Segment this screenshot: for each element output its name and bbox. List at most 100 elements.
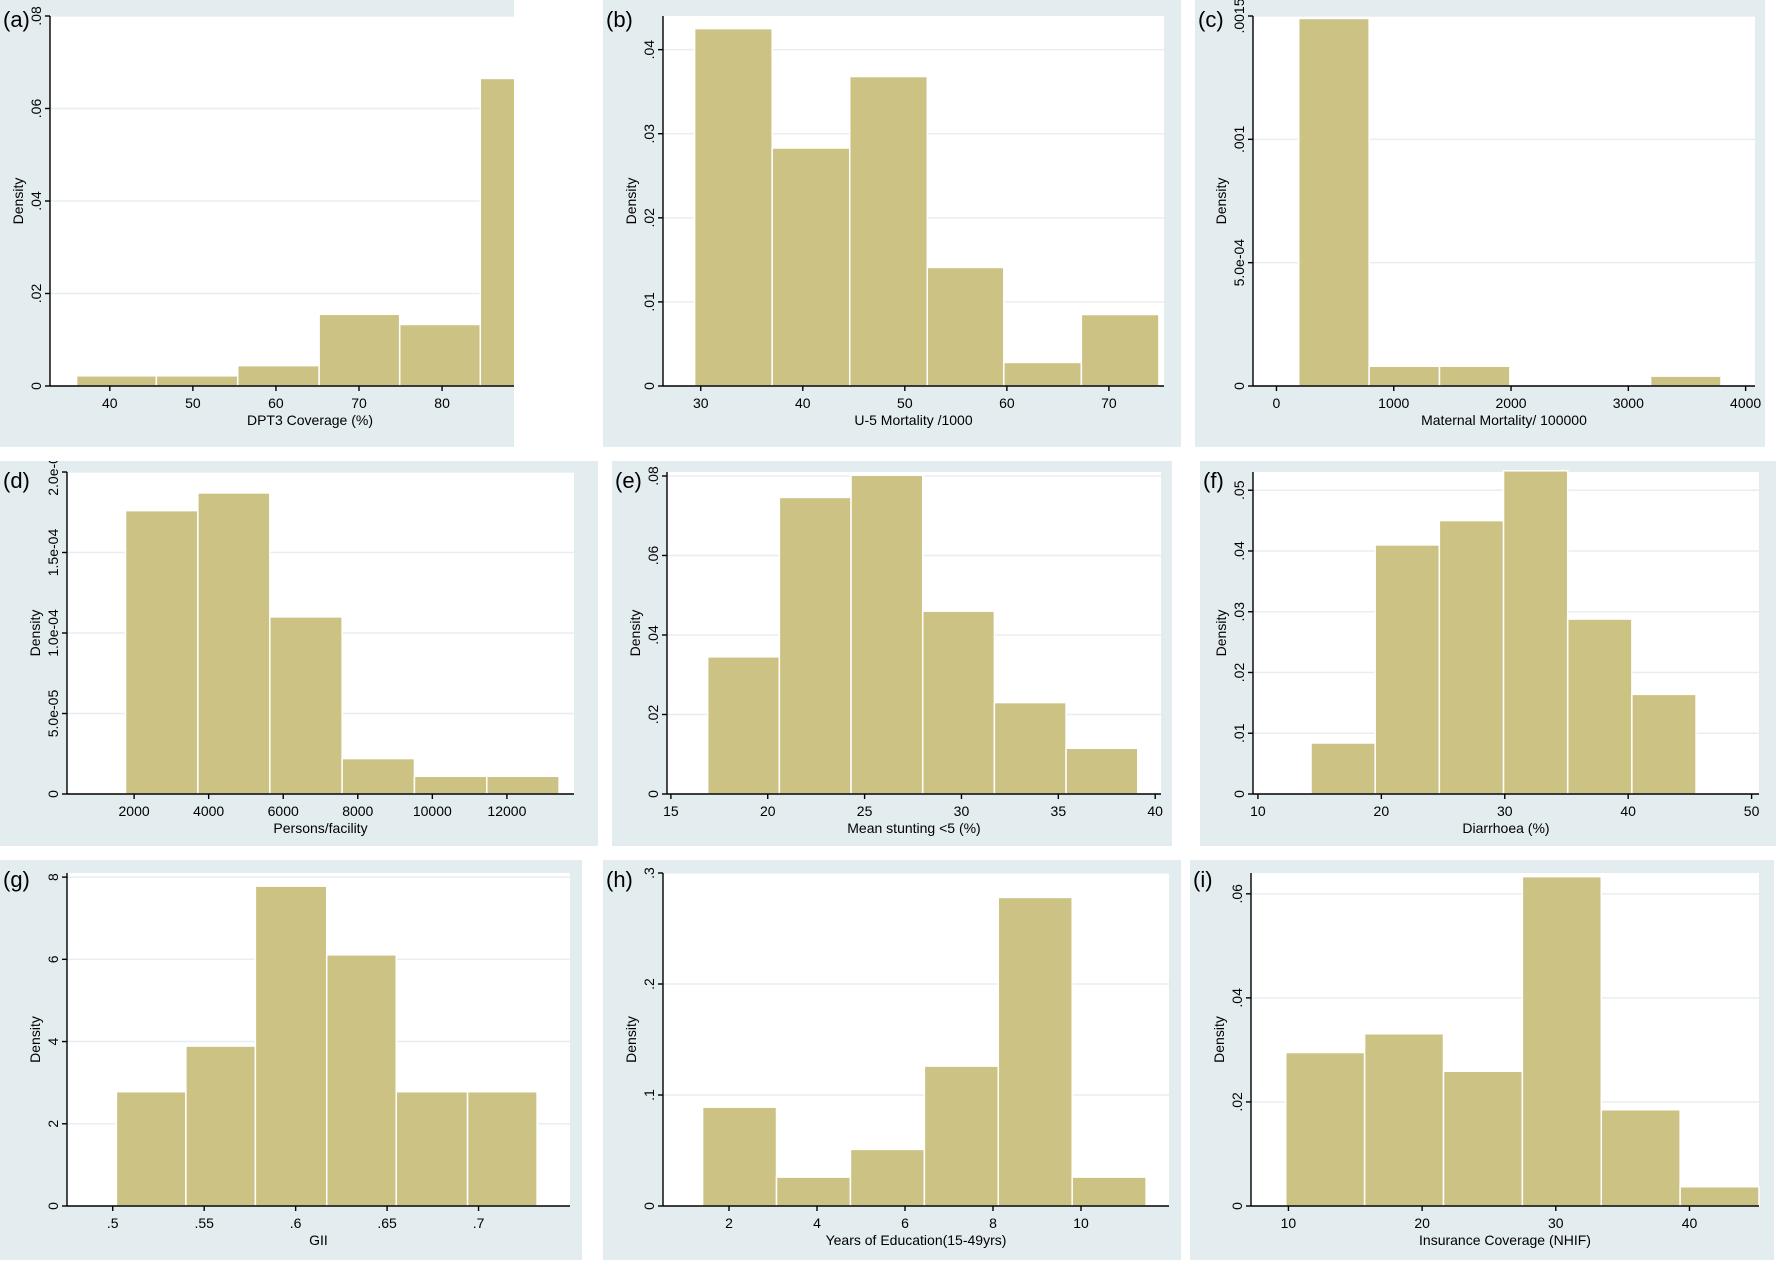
y-tick-label: .03	[641, 124, 657, 144]
histogram-bar	[1297, 17, 1370, 387]
y-tick-label: .06	[645, 546, 661, 566]
x-tick-label: 6000	[268, 803, 299, 819]
histogram-bar	[1285, 1051, 1366, 1207]
histogram-panel: 0 .01 .02 .03 .04 30 40 50 60 70 U-5 Mortality /10…	[603, 0, 1181, 447]
histogram-bar	[1080, 313, 1160, 387]
histogram-bar	[771, 147, 851, 387]
histogram-bar	[1438, 365, 1511, 387]
y-tick-label: .04	[1229, 988, 1245, 1008]
histogram-svg: 0 .01 .02 .03 .04 .05 10 20 30 40 50 Diarrhoea (%) D…	[1203, 468, 1760, 836]
panel-label: (c)	[1198, 7, 1224, 32]
histogram-bar	[921, 610, 996, 795]
x-tick-label: 40	[1620, 803, 1636, 819]
histogram-bar	[1679, 1185, 1760, 1207]
x-tick-label: 10	[1250, 803, 1266, 819]
y-axis-title: Density	[1213, 610, 1229, 657]
x-axis-title: Maternal Mortality/ 100000	[1421, 412, 1587, 428]
histogram-bar	[926, 266, 1005, 387]
histogram-bar	[75, 375, 158, 387]
histogram-bar	[993, 701, 1067, 795]
x-tick-label: .55	[194, 1215, 214, 1231]
x-tick-label: 20	[1414, 1215, 1430, 1231]
histogram-bar	[318, 313, 401, 387]
y-tick-label: 1.5e-04	[45, 529, 61, 577]
histogram-bar	[395, 1090, 469, 1207]
y-tick-label: .08	[645, 466, 661, 486]
histogram-bar	[1065, 747, 1139, 795]
y-tick-label: .05	[1231, 480, 1247, 500]
x-axis-title: Persons/facility	[273, 820, 367, 836]
y-tick-label: .02	[645, 705, 661, 725]
x-tick-label: 40	[1147, 803, 1163, 819]
y-tick-label: .2	[641, 978, 657, 990]
x-tick-label: 15	[663, 803, 679, 819]
x-tick-label: 35	[1051, 803, 1067, 819]
histogram-bar	[778, 496, 852, 795]
y-tick-label: .04	[645, 625, 661, 645]
panel-label: (d)	[3, 468, 30, 493]
histogram-bar	[197, 492, 271, 795]
x-tick-label: .5	[107, 1215, 119, 1231]
histogram-bar	[1442, 1070, 1524, 1207]
y-tick-label: 2.0e-04	[45, 461, 61, 496]
histogram-panel: 0 .02 .04 .06 .08 15 20 25 30 35 40 Mean stunting <…	[612, 461, 1172, 846]
histogram-bar	[997, 896, 1073, 1207]
histogram-bar	[923, 1065, 1000, 1207]
histogram-bar	[486, 775, 560, 795]
y-tick-label: .06	[28, 99, 44, 119]
histogram-bar	[254, 885, 328, 1207]
histogram-svg: 0.02.04.06.08405060708090DPT3 Coverage (…	[3, 6, 514, 428]
histogram-svg: 0 .1 .2 .3 2 4 6 8 10 Years of Education(15-49yrs…	[606, 867, 1169, 1248]
x-tick-label: .65	[377, 1215, 397, 1231]
x-tick-label: 20	[760, 803, 776, 819]
x-tick-label: 40	[102, 395, 118, 411]
histogram-svg: 0 2 4 6 8 .5 .55 .6 .65 .7 GII Density (g)	[3, 867, 570, 1248]
y-axis-title: Density	[627, 610, 643, 657]
x-tick-label: 2	[725, 1215, 733, 1231]
histogram-bar	[115, 1090, 187, 1207]
x-axis-title: U-5 Mortality /1000	[854, 412, 972, 428]
histogram-bar	[341, 757, 416, 795]
x-tick-label: 30	[1548, 1215, 1564, 1231]
histogram-panel: 0 .02 .04 .06 10 20 30 40 Insurance Coverage (NH…	[1190, 860, 1774, 1260]
histogram-svg: 0 .02 .04 .06 10 20 30 40 Insurance Coverage (NH…	[1193, 867, 1760, 1248]
y-tick-label: 0	[1229, 1202, 1245, 1210]
y-axis-title: Density	[27, 1016, 43, 1063]
y-tick-label: .01	[641, 292, 657, 312]
y-tick-label: .03	[1231, 602, 1247, 622]
histogram-bar	[1566, 618, 1633, 795]
y-tick-label: 0	[641, 382, 657, 390]
panel-label: (e)	[615, 468, 642, 493]
x-tick-label: 50	[185, 395, 201, 411]
x-tick-label: 1000	[1378, 395, 1409, 411]
y-tick-label: 0	[1231, 382, 1247, 390]
histogram-bar	[413, 775, 488, 795]
y-tick-label: 5.0e-04	[1231, 239, 1247, 287]
y-axis-title: Density	[1213, 178, 1229, 225]
x-tick-label: 30	[1497, 803, 1513, 819]
histogram-bar	[1631, 693, 1697, 795]
histogram-bar	[775, 1176, 852, 1207]
y-axis-title: Density	[623, 178, 639, 225]
x-tick-label: 4000	[193, 803, 224, 819]
x-tick-label: 70	[1101, 395, 1117, 411]
histogram-bar	[1521, 875, 1603, 1207]
histogram-bar	[1438, 519, 1505, 795]
histogram-bar	[1649, 375, 1722, 387]
histogram-bar	[1003, 361, 1083, 387]
x-tick-label: 2000	[1495, 395, 1526, 411]
y-tick-label: 1.0e-04	[45, 609, 61, 657]
histogram-svg: 0 .02 .04 .06 .08 15 20 25 30 35 40 Mean stunting <…	[615, 466, 1163, 836]
histogram-bar	[693, 27, 773, 387]
x-tick-label: 80	[434, 395, 450, 411]
x-axis-title: Mean stunting <5 (%)	[847, 820, 980, 836]
y-tick-label: .01	[1231, 723, 1247, 743]
histogram-bar	[124, 509, 199, 795]
panel-label: (i)	[1193, 867, 1213, 892]
histogram-bar	[848, 75, 929, 387]
x-tick-label: 60	[268, 395, 284, 411]
y-tick-label: .1	[641, 1089, 657, 1101]
histogram-bar	[850, 474, 924, 795]
y-tick-label: .3	[641, 867, 657, 879]
y-tick-label: .04	[641, 40, 657, 60]
